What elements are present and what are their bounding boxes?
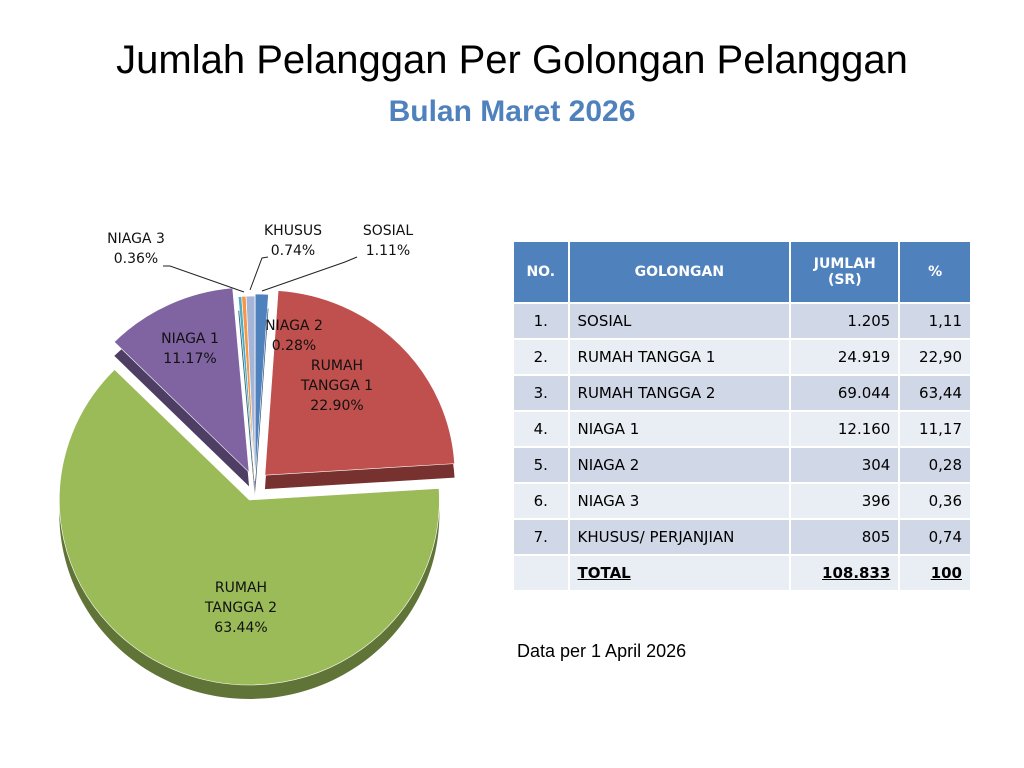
cell-jumlah: 69.044 [789,374,901,412]
pie-slice-rumah-tangga-1 [264,290,455,476]
col-jumlah-header-line2: (SR) [827,272,862,288]
leader-line-niaga-3 [163,265,245,293]
table-row: 7. KHUSUS/ PERJANJIAN 805 0,74 [512,518,972,556]
cell-golongan: NIAGA 2 [567,446,792,484]
pie-label-niaga-1: NIAGA 1 11.17% [161,331,219,367]
col-pct-header: % [898,240,972,304]
table-row: 5. NIAGA 2 304 0,28 [512,446,972,484]
table-row: 2. RUMAH TANGGA 1 24.919 22,90 [512,338,972,376]
cell-pct: 0,74 [898,518,972,556]
pie-slice-depth-niaga-2 [238,310,255,496]
table-row: 6. NIAGA 3 396 0,36 [512,482,972,520]
cell-jumlah: 108.833 [789,554,901,592]
cell-no [512,554,570,592]
pie-label-niaga-3: NIAGA 3 0.36% [107,231,165,267]
pie-label-sosial: SOSIAL 1.11% [363,223,413,259]
pie-slice-rumah-tangga-2 [59,369,440,686]
col-golongan-header: GOLONGAN [567,240,792,304]
page-subtitle: Bulan Maret 2026 [388,95,636,128]
cell-no: 3. [512,374,570,412]
cell-jumlah: 24.919 [789,338,901,376]
page-title: Jumlah Pelanggan Per Golongan Pelanggan [116,38,908,82]
cell-jumlah: 12.160 [789,410,901,448]
leader-line-sosial [261,256,358,292]
cell-jumlah: 805 [789,518,901,556]
pie-chart: SOSIAL 1.11% RUMAH TANGGA 1 22.90% RUMAH TANGG… [59,223,455,699]
col-jumlah-header-line1: JUMLAH [813,256,876,272]
cell-no: 5. [512,446,570,484]
cell-pct: 100 [898,554,972,592]
cell-pct: 11,17 [898,410,972,448]
cell-jumlah: 396 [789,482,901,520]
pie-label-khusus: KHUSUS 0.74% [264,223,322,259]
data-note: Data per 1 April 2026 [517,641,687,661]
cell-golongan: SOSIAL [567,302,792,340]
col-no-header: NO. [512,240,570,304]
cell-golongan: NIAGA 1 [567,410,792,448]
cell-jumlah: 304 [789,446,901,484]
cell-no: 2. [512,338,570,376]
cell-jumlah: 1.205 [789,302,901,340]
cell-no: 6. [512,482,570,520]
cell-no: 1. [512,302,570,340]
table-row: 1. SOSIAL 1.205 1,11 [512,302,972,340]
pie-slice-niaga-1 [113,287,250,474]
col-jumlah-header: JUMLAH (SR) [789,240,901,304]
cell-golongan: RUMAH TANGGA 2 [567,374,792,412]
cell-golongan: KHUSUS/ PERJANJIAN [567,518,792,556]
pie-label-rumah-tangga-2: RUMAH TANGGA 2 63.44% [204,580,277,636]
cell-no: 4. [512,410,570,448]
leader-line-khusus [249,256,269,291]
cell-golongan: NIAGA 3 [567,482,792,520]
customer-table: NO. GOLONGAN JUMLAH (SR) % 1. SOSIAL 1.2… [512,240,972,592]
pie-label-rumah-tangga-1: RUMAH TANGGA 1 22.90% [300,358,373,414]
pie-label-niaga-2: NIAGA 2 0.28% [265,318,323,354]
cell-golongan: RUMAH TANGGA 1 [567,338,792,376]
table-header-row: NO. GOLONGAN JUMLAH (SR) % [512,240,972,304]
cell-pct: 0,28 [898,446,972,484]
cell-pct: 0,36 [898,482,972,520]
cell-pct: 63,44 [898,374,972,412]
table-total-row: TOTAL 108.833 100 [512,554,972,592]
cell-golongan: TOTAL [567,554,792,592]
pie-slice-sosial [254,293,269,480]
cell-no: 7. [512,518,570,556]
table-row: 4. NIAGA 1 12.160 11,17 [512,410,972,448]
pie-slice-khusus [245,295,256,482]
table-row: 3. RUMAH TANGGA 2 69.044 63,44 [512,374,972,412]
cell-pct: 1,11 [898,302,972,340]
cell-pct: 22,90 [898,338,972,376]
